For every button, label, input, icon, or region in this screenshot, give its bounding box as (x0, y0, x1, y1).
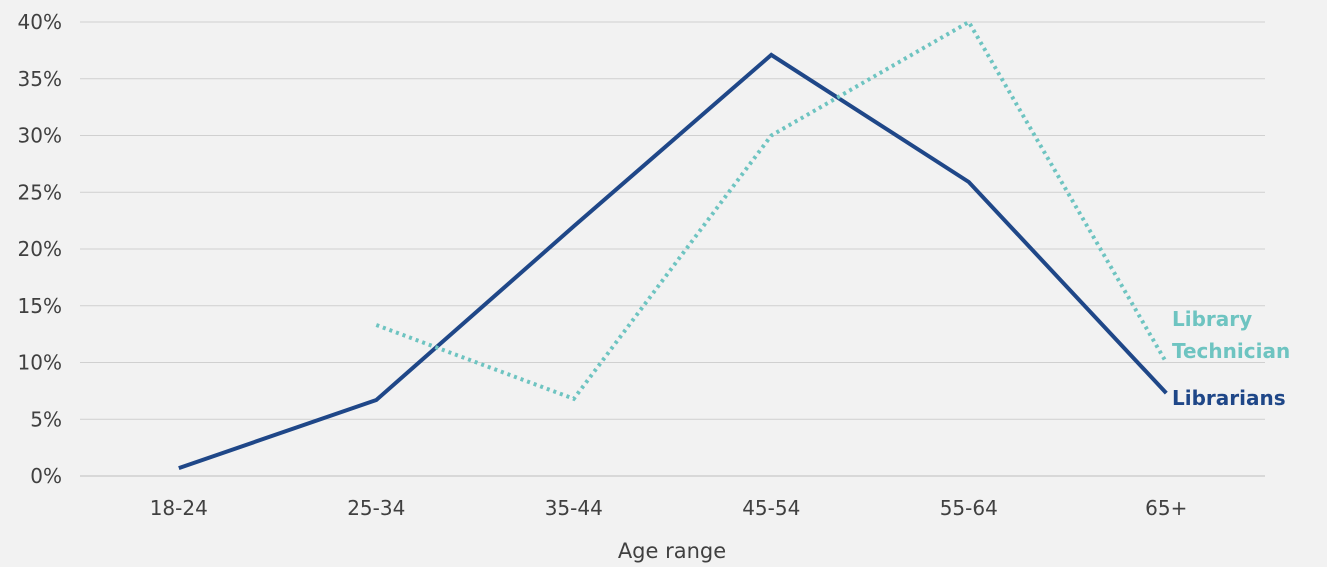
series-lines (178, 19, 1169, 470)
x-tick-label: 45-54 (742, 496, 800, 520)
x-tick-label: 18-24 (150, 496, 208, 520)
x-tick-label: 55-64 (940, 496, 998, 520)
y-tick-label: 30% (18, 124, 62, 148)
x-tick-label: 35-44 (545, 496, 603, 520)
series-labels: Librarians Library Technician (1172, 307, 1290, 410)
y-tick-label: 0% (30, 464, 62, 488)
series-label: Librarians (1172, 386, 1286, 410)
y-tick-label: 5% (30, 407, 62, 431)
x-tick-label: 65+ (1145, 496, 1187, 520)
series-label: Technician (1172, 339, 1290, 363)
x-tick-label: 25-34 (347, 496, 405, 520)
series-line-librarians (178, 52, 1168, 470)
y-axis-tick-labels: 0% 5% 10% 15% 20% 25% 30% 35% 40% (18, 10, 62, 488)
gridlines (80, 21, 1265, 477)
x-axis-title: Age range (618, 539, 726, 563)
series-line-library-technician (375, 19, 1169, 402)
y-tick-label: 15% (18, 294, 62, 318)
y-tick-label: 35% (18, 67, 62, 91)
x-axis-tick-labels: 18-24 25-34 35-44 45-54 55-64 65+ (150, 496, 1188, 520)
y-tick-label: 10% (18, 351, 62, 375)
y-tick-label: 40% (18, 10, 62, 34)
series-label: Library (1172, 307, 1252, 331)
y-tick-label: 20% (18, 237, 62, 261)
y-tick-label: 25% (18, 180, 62, 204)
